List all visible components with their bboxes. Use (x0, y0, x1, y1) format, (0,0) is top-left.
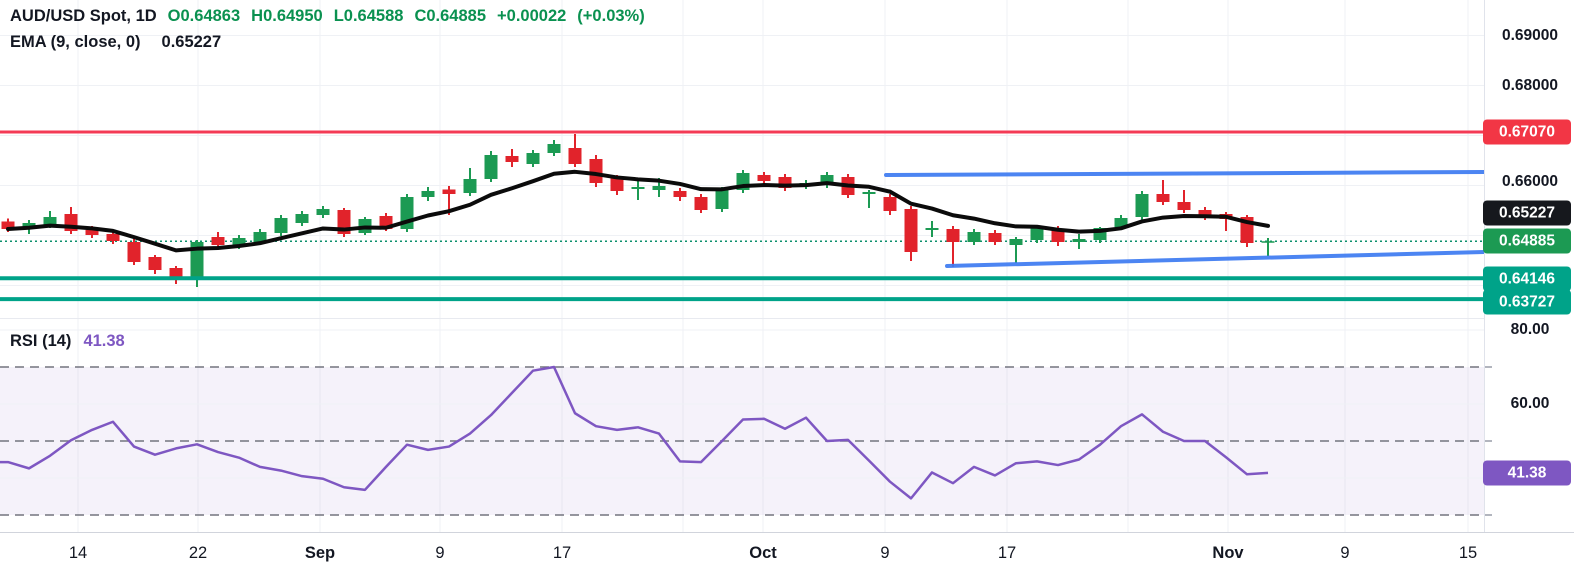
ohlc-low: L0.64588 (333, 7, 404, 25)
axis-tick-mark (1485, 366, 1492, 368)
ema-value: 0.65227 (161, 32, 222, 51)
candlestick-and-rsi-canvas[interactable] (0, 0, 1484, 532)
price-change: +0.00022 (497, 7, 567, 25)
pane-separator[interactable] (0, 318, 1574, 319)
ema-indicator-label[interactable]: EMA (9, close, 0) (10, 32, 141, 51)
chart-legend: AUD/USD Spot, 1D O0.64863 H0.64950 L0.64… (10, 8, 645, 59)
time-axis-label: Sep (304, 544, 336, 562)
time-axis-label: Nov (1212, 544, 1244, 562)
time-axis-label: 14 (68, 544, 88, 562)
price-axis-label: 0.69000 (1501, 27, 1559, 44)
price-axis-badge: 0.64885 (1483, 228, 1571, 254)
price-change-percent: (+0.03%) (577, 7, 645, 25)
price-axis-badge: 0.67070 (1483, 119, 1571, 145)
time-axis-label: 17 (552, 544, 572, 562)
ema-legend-row[interactable]: EMA (9, close, 0) 0.65227 (10, 32, 645, 51)
chart-plot-area[interactable] (0, 0, 1484, 532)
time-axis-label: 17 (997, 544, 1017, 562)
ohlc-high: H0.64950 (251, 7, 323, 25)
symbol-title[interactable]: AUD/USD Spot, 1D (10, 7, 157, 25)
rsi-value: 41.38 (83, 332, 125, 350)
price-axis-label: 60.00 (1510, 395, 1550, 412)
rsi-legend-row[interactable]: RSI (14) 41.38 (10, 332, 125, 351)
time-axis-label: 15 (1458, 544, 1478, 562)
ohlc-close: C0.64885 (414, 7, 487, 25)
time-axis-label: 9 (880, 544, 890, 562)
time-axis-label: 9 (435, 544, 445, 562)
price-axis-label: 0.66000 (1501, 173, 1559, 190)
price-axis-badge: 41.38 (1483, 460, 1571, 486)
price-axis-badge: 0.63727 (1483, 289, 1571, 315)
symbol-legend-row[interactable]: AUD/USD Spot, 1D O0.64863 H0.64950 L0.64… (10, 8, 645, 25)
price-axis-label: 80.00 (1510, 321, 1550, 338)
time-axis-label: 9 (1340, 544, 1350, 562)
axis-tick-mark (1485, 440, 1492, 442)
price-axis-label: 0.68000 (1501, 77, 1559, 94)
price-axis-badge: 0.65227 (1483, 200, 1571, 226)
price-axis-badge: 0.64146 (1483, 266, 1571, 292)
axis-tick-mark (1485, 514, 1492, 516)
time-axis-label: 22 (188, 544, 208, 562)
rsi-indicator-label[interactable]: RSI (14) (10, 332, 72, 350)
price-axis[interactable]: 0.69000 0.68000 0.66000 80.00 60.00 0.67070 0.… (1483, 0, 1574, 532)
ohlc-open: O0.64863 (167, 7, 241, 25)
time-axis[interactable]: 14 22 Sep 9 17 Oct 9 17 Nov 9 15 (0, 532, 1574, 578)
time-axis-label: Oct (749, 544, 777, 562)
